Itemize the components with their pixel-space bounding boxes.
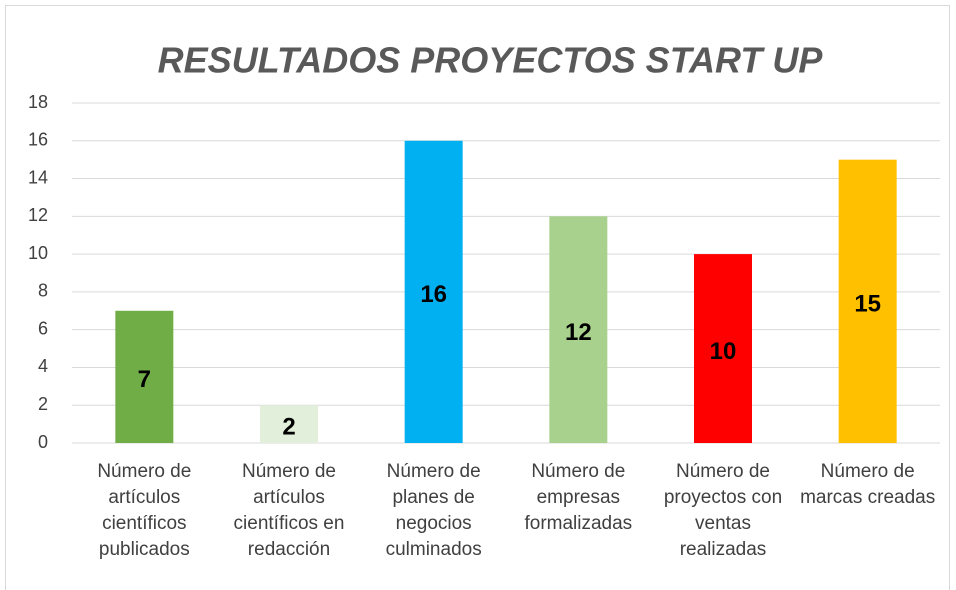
y-tick-label: 4 xyxy=(38,356,48,376)
bar xyxy=(549,216,608,443)
y-tick-label: 6 xyxy=(38,318,48,338)
x-tick-label: Número de artículos científicos en redac… xyxy=(233,461,345,560)
value-label: 10 xyxy=(710,338,737,365)
y-tick-label: 18 xyxy=(28,92,48,112)
y-tick-label: 0 xyxy=(38,432,48,452)
bar xyxy=(260,405,318,443)
x-tick-label: Número de artículos científicos publicad… xyxy=(97,461,192,560)
bar xyxy=(115,310,174,443)
x-tick-label: Número de marcas creadas xyxy=(800,461,936,508)
y-tick-label: 14 xyxy=(28,167,48,187)
y-tick-label: 10 xyxy=(28,243,48,263)
y-tick-label: 8 xyxy=(38,281,48,301)
bar xyxy=(838,159,897,443)
chart-title: RESULTADOS PROYECTOS START UP xyxy=(158,40,824,81)
x-tick-label: Número de empresas formalizadas xyxy=(524,461,633,534)
value-label: 16 xyxy=(420,281,447,308)
value-label: 12 xyxy=(565,319,592,346)
x-tick-label: Número de planes de negocios culminados xyxy=(385,461,482,560)
y-tick-label: 2 xyxy=(38,394,48,414)
chart-border xyxy=(5,5,950,590)
value-label: 15 xyxy=(854,291,881,318)
y-tick-label: 16 xyxy=(28,130,48,150)
bar xyxy=(694,254,752,443)
bar xyxy=(404,140,463,443)
y-tick-label: 12 xyxy=(28,205,48,225)
x-tick-label: Número de proyectos con ventas realizada… xyxy=(663,461,783,560)
value-label: 2 xyxy=(282,413,295,440)
value-label: 7 xyxy=(138,366,151,393)
